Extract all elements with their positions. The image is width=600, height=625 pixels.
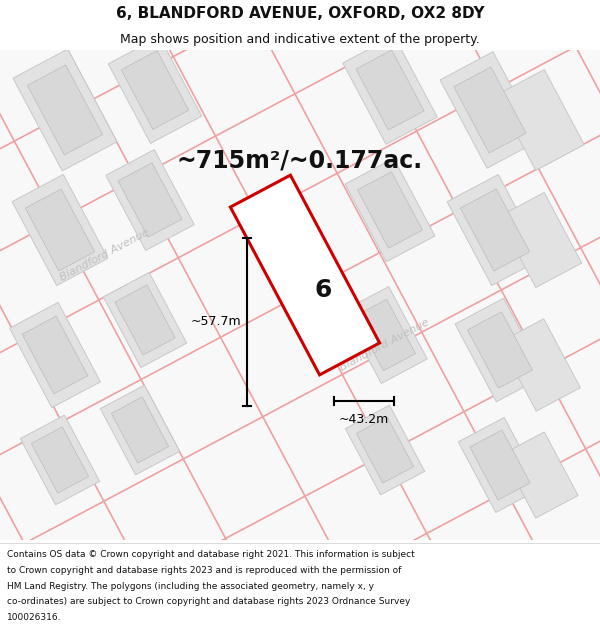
Polygon shape (112, 397, 169, 463)
Polygon shape (343, 287, 427, 383)
Text: Blandford Avenue: Blandford Avenue (338, 318, 431, 372)
Text: ~43.2m: ~43.2m (338, 413, 389, 426)
Polygon shape (31, 427, 89, 493)
Text: 100026316.: 100026316. (7, 613, 62, 622)
Text: to Crown copyright and database rights 2023 and is reproduced with the permissio: to Crown copyright and database rights 2… (7, 566, 401, 575)
Text: Contains OS data © Crown copyright and database right 2021. This information is : Contains OS data © Crown copyright and d… (7, 550, 415, 559)
Polygon shape (458, 418, 542, 512)
Polygon shape (103, 272, 187, 368)
Polygon shape (115, 285, 175, 355)
Polygon shape (455, 298, 545, 402)
Polygon shape (440, 52, 540, 168)
Polygon shape (118, 163, 182, 237)
Polygon shape (28, 65, 103, 155)
Polygon shape (470, 430, 530, 500)
Polygon shape (467, 312, 532, 388)
Text: 6: 6 (314, 278, 332, 302)
Polygon shape (22, 316, 88, 394)
Text: Map shows position and indicative extent of the property.: Map shows position and indicative extent… (120, 32, 480, 46)
Polygon shape (454, 67, 526, 153)
Polygon shape (100, 385, 179, 475)
Polygon shape (121, 51, 189, 129)
Polygon shape (13, 49, 117, 171)
Polygon shape (356, 417, 413, 483)
Polygon shape (447, 174, 543, 286)
Polygon shape (25, 189, 95, 271)
Polygon shape (10, 302, 100, 408)
Text: co-ordinates) are subject to Crown copyright and database rights 2023 Ordnance S: co-ordinates) are subject to Crown copyr… (7, 598, 410, 606)
Polygon shape (230, 175, 380, 375)
Polygon shape (502, 432, 578, 518)
Polygon shape (12, 174, 108, 286)
Polygon shape (346, 405, 425, 495)
Polygon shape (355, 299, 416, 371)
Polygon shape (356, 50, 424, 130)
Polygon shape (343, 36, 437, 144)
Polygon shape (345, 158, 435, 262)
Polygon shape (20, 415, 100, 505)
Polygon shape (498, 192, 582, 288)
Text: ~57.7m: ~57.7m (190, 316, 241, 328)
Text: Blandford Avenue: Blandford Avenue (59, 228, 151, 282)
Text: ~715m²/~0.177ac.: ~715m²/~0.177ac. (177, 148, 423, 172)
Polygon shape (496, 69, 584, 171)
Polygon shape (106, 149, 194, 251)
Polygon shape (358, 172, 422, 248)
Text: HM Land Registry. The polygons (including the associated geometry, namely x, y: HM Land Registry. The polygons (includin… (7, 582, 374, 591)
Text: 6, BLANDFORD AVENUE, OXFORD, OX2 8DY: 6, BLANDFORD AVENUE, OXFORD, OX2 8DY (116, 6, 484, 21)
Polygon shape (108, 37, 202, 143)
Polygon shape (460, 189, 530, 271)
Polygon shape (500, 319, 580, 411)
